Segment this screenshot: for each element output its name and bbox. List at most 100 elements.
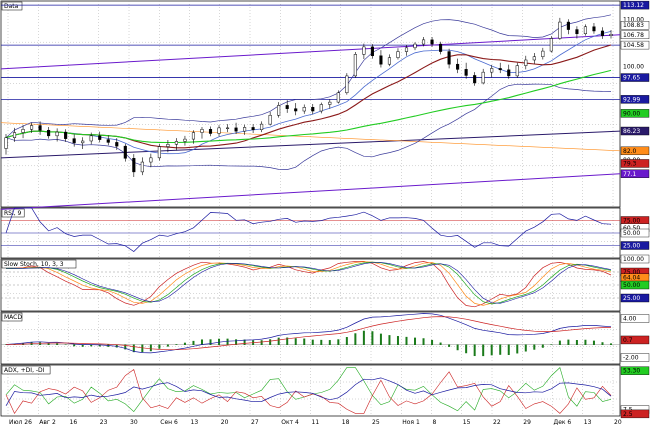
candle xyxy=(336,90,340,104)
candle xyxy=(4,133,8,155)
macd-histogram-bar xyxy=(200,339,203,345)
macd-histogram-bar xyxy=(422,338,425,345)
candle-body xyxy=(575,29,579,35)
macd-histogram-bar xyxy=(550,344,553,345)
panel-title-box xyxy=(1,312,23,322)
rsi-line xyxy=(5,207,612,252)
price-tag: 97.65 xyxy=(620,73,650,82)
candle-body xyxy=(30,125,34,130)
macd-histogram-bar xyxy=(141,344,144,353)
candle-body xyxy=(140,161,144,173)
candle xyxy=(123,143,127,162)
price-tag-label: 77.1 xyxy=(623,171,637,178)
candle xyxy=(285,100,289,113)
candle-body xyxy=(38,125,42,131)
candle xyxy=(592,23,596,34)
candle-body xyxy=(4,137,8,149)
candle-body xyxy=(285,105,289,109)
price-tag-label: 113.12 xyxy=(623,2,644,9)
macd-histogram-bar xyxy=(183,342,186,345)
price-tag-label: 60.50 xyxy=(623,225,640,232)
price-tag: 108.83 xyxy=(620,21,650,30)
x-tick-label: 16 xyxy=(70,419,78,426)
adx-panel-lines xyxy=(5,367,612,415)
macd-histogram-bar xyxy=(379,333,382,345)
candle-body xyxy=(268,114,272,125)
candle-body xyxy=(481,71,485,84)
candle xyxy=(328,99,332,109)
macd-histogram-bar xyxy=(490,344,493,356)
panel-0: Data110.00100.0090.0080.00113.12108.8310… xyxy=(0,0,650,208)
macd-histogram-bar xyxy=(448,344,451,347)
candle xyxy=(430,37,434,47)
price-tag-label: 100.00 xyxy=(623,256,644,263)
candle xyxy=(183,135,187,146)
candle xyxy=(558,17,562,40)
candle-body xyxy=(311,107,315,112)
candle xyxy=(260,121,264,133)
price-tag-box xyxy=(620,314,650,323)
macd-histogram-bar xyxy=(396,336,399,345)
price-tag-box xyxy=(620,73,650,82)
price-tag: 50.00 xyxy=(620,228,650,238)
price-tag: 90.00 xyxy=(620,109,650,118)
candle xyxy=(507,64,511,79)
stoch-k-line xyxy=(5,260,612,308)
price-tag-label: 25.00 xyxy=(623,243,640,250)
candle xyxy=(132,154,136,178)
price-tag-box xyxy=(620,228,650,238)
price-tag: 104.58 xyxy=(620,40,650,50)
price-tag-label: 0.7 xyxy=(623,337,633,344)
candle-body xyxy=(498,68,502,71)
macd-histogram-bar xyxy=(243,339,246,345)
candle-body xyxy=(200,129,204,133)
candle xyxy=(456,58,460,74)
candle-body xyxy=(609,33,613,36)
price-tag-label: 106.78 xyxy=(623,32,644,39)
trend-line-lower xyxy=(0,173,621,210)
candle-body xyxy=(123,145,127,159)
price-tag-box xyxy=(620,0,650,10)
x-tick-label: 20 xyxy=(614,419,622,426)
macd-histogram-bar xyxy=(132,344,135,353)
candle xyxy=(149,153,153,168)
candle-body xyxy=(404,47,409,52)
candle xyxy=(532,52,536,64)
x-tick-label: Ноя 1 xyxy=(402,419,420,426)
candle-body xyxy=(55,131,59,137)
price-tag-label: 53.30 xyxy=(623,368,640,375)
price-tag-box xyxy=(620,30,650,40)
candle-body xyxy=(430,39,434,45)
candle-body xyxy=(413,43,417,49)
price-tag-box xyxy=(620,280,650,290)
candle-body xyxy=(166,144,170,147)
candle-body xyxy=(106,139,110,143)
x-tick-label: Июл 26 xyxy=(9,419,32,426)
candle-body xyxy=(507,69,511,77)
candle-body xyxy=(549,38,553,52)
price-tag: 64.04 xyxy=(620,273,650,282)
candle-body xyxy=(72,138,76,144)
candle-body xyxy=(115,142,119,147)
price-tag-box xyxy=(620,159,650,168)
price-tag-box xyxy=(620,146,650,156)
candle xyxy=(106,135,110,146)
candle xyxy=(115,138,119,150)
price-tag-label: 79.3 xyxy=(623,160,637,167)
price-tag: 4.00 xyxy=(620,314,650,323)
candle-body xyxy=(132,158,136,173)
candle-body xyxy=(174,141,178,145)
panel-title: MACD xyxy=(4,314,22,321)
macd-histogram-bar xyxy=(499,344,502,355)
x-tick-label: 11 xyxy=(312,419,320,426)
candle xyxy=(208,126,213,137)
macd-histogram-bar xyxy=(507,344,510,355)
candle-body xyxy=(515,65,519,77)
candle-body xyxy=(251,127,255,130)
candle xyxy=(157,143,161,161)
candle xyxy=(524,55,528,70)
macd-histogram-bar xyxy=(592,340,595,345)
panel-title-box xyxy=(1,1,23,11)
bollinger-upper xyxy=(5,14,612,138)
macd-histogram-bar xyxy=(575,340,578,345)
